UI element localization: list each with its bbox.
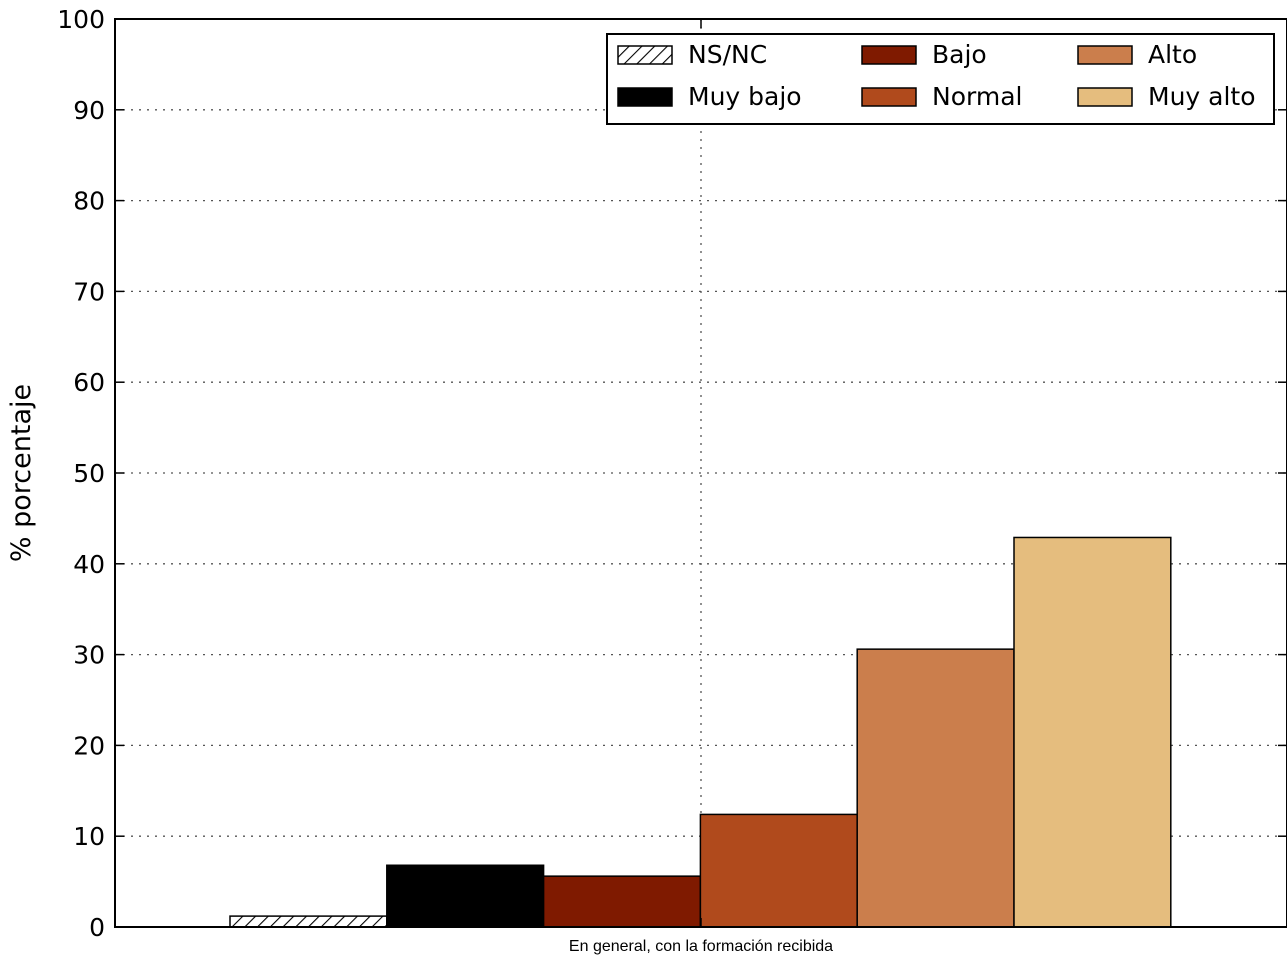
y-tick-label: 20	[73, 731, 105, 760]
bar-normal	[699, 813, 858, 928]
x-category-label: En general, con la formación recibida	[569, 938, 833, 955]
legend-label-muy-bajo: Muy bajo	[688, 82, 802, 111]
y-tick-label: 60	[73, 368, 105, 397]
legend-frame	[606, 33, 1275, 125]
legend-label-muy-alto: Muy alto	[1148, 82, 1256, 111]
y-tick-label: 0	[89, 913, 105, 942]
legend-swatch-bajo	[861, 45, 917, 65]
y-tick-label: 100	[57, 5, 105, 34]
y-tick-label: 70	[73, 277, 105, 306]
bar-bajo	[542, 875, 702, 928]
y-tick-label: 90	[73, 96, 105, 125]
bar-alto	[856, 648, 1015, 928]
legend-label-bajo: Bajo	[932, 40, 987, 69]
legend-swatch-muy-bajo	[617, 87, 673, 107]
bar-muy-bajo	[386, 864, 545, 928]
legend-swatch-normal	[861, 87, 917, 107]
y-axis-title: % porcentaje	[6, 384, 37, 562]
bar-ns-nc	[229, 915, 388, 928]
legend-label-ns-nc: NS/NC	[688, 40, 767, 69]
y-tick-label: 50	[73, 459, 105, 488]
y-tick-label: 30	[73, 641, 105, 670]
bar-muy-alto	[1013, 536, 1172, 928]
y-tick-label: 10	[73, 822, 105, 851]
legend-label-normal: Normal	[932, 82, 1022, 111]
legend-swatch-muy-alto	[1077, 87, 1133, 107]
legend-swatch-alto	[1077, 45, 1133, 65]
legend-label-alto: Alto	[1148, 40, 1197, 69]
y-tick-label: 40	[73, 550, 105, 579]
y-tick-label: 80	[73, 187, 105, 216]
legend: NS/NC Muy bajo Bajo Normal Alto Muy alto	[606, 33, 1275, 125]
legend-swatch-ns-nc	[617, 45, 673, 65]
